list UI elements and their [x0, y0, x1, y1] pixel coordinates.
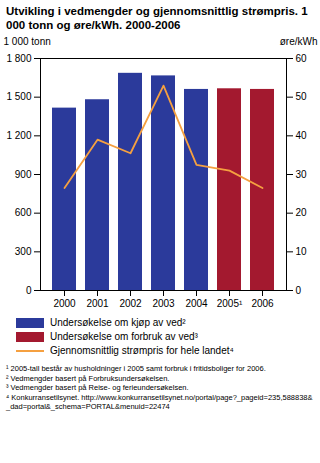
html-text:Undersøkelse om forbruk av ved: Undersøkelse om forbruk av ved³: [50, 331, 198, 342]
html-text:¹ 2005-tall består av husholdn: ¹ 2005-tall består av husholdninger i 20…: [6, 364, 266, 373]
svg-text:2003: 2003: [152, 298, 175, 309]
svg-text:0: 0: [296, 285, 302, 296]
html-text:Undersøkelse om kjøp av ved²: Undersøkelse om kjøp av ved²: [50, 317, 186, 328]
svg-text:1 200: 1 200: [6, 130, 31, 141]
svg-text:10: 10: [296, 246, 308, 257]
svg-text:40: 40: [296, 130, 308, 141]
html-text:³ Vedmengder basert på Reise-: ³ Vedmengder basert på Reise- og ferieun…: [6, 383, 189, 392]
html-text:⁴ Konkurransetilsynet. http://: ⁴ Konkurransetilsynet. http://www.konkur…: [6, 392, 313, 411]
svg-text:60: 60: [296, 53, 308, 64]
svg-text:900: 900: [15, 169, 32, 180]
svg-text:2006: 2006: [251, 298, 274, 309]
svg-text:2002: 2002: [119, 298, 142, 309]
svg-text:2004: 2004: [185, 298, 208, 309]
svg-text:50: 50: [296, 91, 308, 102]
html-text:² Vedmengder basert på Forbruk: ² Vedmengder basert på Forbruksundersøke…: [6, 373, 170, 383]
svg-text:1 000 tonn: 1 000 tonn: [4, 36, 51, 47]
html-text:Gjennomsnittlig strømpris for: Gjennomsnittlig strømpris for hele lande…: [50, 345, 234, 356]
svg-text:300: 300: [15, 246, 32, 257]
html-text:Utvikling i vedmengder og gjen: Utvikling i vedmengder og gjennomsnittli…: [6, 5, 308, 31]
svg-text:øre/kWh: øre/kWh: [280, 36, 318, 47]
svg-text:2000: 2000: [53, 298, 76, 309]
svg-text:2005¹: 2005¹: [217, 298, 243, 309]
svg-text:1 500: 1 500: [6, 91, 31, 102]
svg-text:20: 20: [296, 207, 308, 218]
svg-text:30: 30: [296, 169, 308, 180]
svg-text:2001: 2001: [86, 298, 109, 309]
svg-text:1 800: 1 800: [6, 53, 31, 64]
svg-text:600: 600: [15, 207, 32, 218]
svg-text:0: 0: [26, 285, 32, 296]
